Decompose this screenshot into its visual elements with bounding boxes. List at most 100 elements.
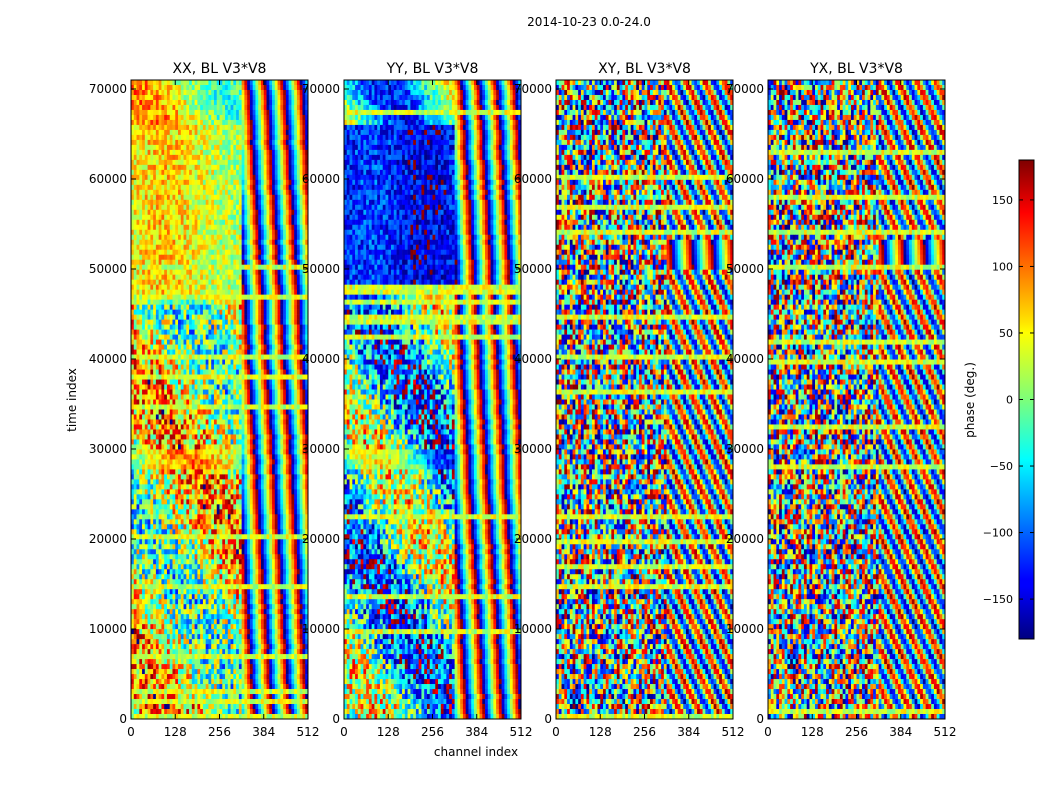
phase-cell: [272, 229, 276, 236]
phase-cell: [233, 324, 237, 330]
phase-cell: [305, 299, 308, 305]
phase-cell: [166, 224, 171, 231]
phase-cell: [197, 214, 201, 221]
phase-cell: [233, 464, 237, 470]
phase-cell: [252, 359, 256, 365]
phase-cell: [191, 119, 195, 126]
phase-cell: [139, 144, 143, 151]
phase-cell: [249, 299, 253, 305]
phase-cell: [202, 319, 206, 325]
phase-cell: [285, 419, 289, 425]
phase-cell: [222, 99, 226, 106]
phase-cell: [191, 319, 195, 325]
phase-cell: [305, 129, 308, 136]
phase-cell: [161, 429, 165, 435]
phase-cell: [222, 429, 226, 435]
phase-cell: [296, 224, 301, 231]
phase-cell: [244, 334, 248, 340]
phase-cell: [252, 194, 256, 201]
phase-cell: [222, 279, 226, 285]
phase-cell: [155, 294, 159, 300]
phase-cell: [280, 239, 284, 246]
phase-cell: [247, 199, 251, 206]
phase-cell: [260, 409, 265, 415]
phase-cell: [166, 239, 171, 246]
phase-cell: [302, 94, 306, 101]
phase-cell: [202, 334, 206, 340]
phase-cell: [241, 80, 245, 86]
phase-cell: [247, 454, 251, 460]
phase-cell: [230, 299, 234, 305]
phase-cell: [213, 99, 218, 106]
phase-cell: [302, 184, 306, 191]
phase-cell: [299, 339, 303, 345]
phase-cell: [205, 334, 209, 340]
phase-cell: [161, 134, 165, 141]
phase-cell: [150, 419, 154, 425]
phase-cell: [172, 174, 176, 181]
phase-cell: [208, 324, 212, 330]
phase-cell: [175, 429, 179, 435]
phase-cell: [147, 409, 151, 415]
phase-cell: [180, 344, 184, 350]
phase-cell: [191, 179, 195, 186]
phase-cell: [283, 134, 287, 141]
phase-cell: [211, 429, 215, 435]
phase-cell: [283, 274, 287, 280]
phase-cell: [213, 304, 218, 310]
phase-cell: [139, 244, 143, 251]
phase-cell: [211, 244, 215, 251]
phase-cell: [208, 144, 212, 151]
phase-cell: [291, 219, 295, 226]
phase-cell: [222, 124, 226, 131]
phase-cell: [302, 164, 306, 171]
phase-cell: [299, 89, 303, 96]
phase-cell: [302, 349, 306, 355]
phase-cell: [283, 144, 287, 151]
phase-cell: [285, 464, 289, 470]
phase-cell: [197, 464, 201, 470]
phase-cell: [166, 214, 171, 221]
phase-cell: [230, 199, 234, 206]
phase-cell: [241, 154, 245, 161]
phase-cell: [172, 249, 176, 256]
phase-cell: [272, 374, 276, 380]
phase-cell: [183, 124, 187, 131]
phase-cell: [150, 349, 154, 355]
phase-cell: [258, 449, 262, 455]
phase-cell: [249, 219, 253, 226]
phase-cell: [133, 249, 137, 256]
phase-cell: [263, 319, 267, 325]
phase-cell: [213, 299, 218, 305]
phase-cell: [169, 224, 173, 231]
phase-cell: [241, 289, 245, 295]
phase-cell: [158, 174, 162, 181]
phase-cell: [150, 264, 154, 270]
phase-cell: [280, 344, 284, 350]
phase-cell: [249, 369, 253, 375]
phase-cell: [285, 304, 289, 310]
phase-cell: [299, 104, 303, 111]
phase-cell: [172, 449, 176, 455]
phase-cell: [161, 314, 165, 320]
phase-cell: [186, 124, 190, 131]
phase-cell: [288, 279, 292, 285]
phase-cell: [230, 404, 234, 410]
phase-cell: [230, 174, 234, 181]
phase-cell: [191, 139, 195, 146]
phase-cell: [249, 189, 253, 196]
phase-cell: [266, 169, 270, 176]
phase-cell: [255, 369, 259, 375]
phase-cell: [244, 239, 248, 246]
phase-cell: [283, 80, 287, 86]
phase-cell: [219, 324, 223, 330]
phase-cell: [225, 349, 229, 355]
phase-cell: [260, 289, 265, 295]
phase-cell: [272, 209, 276, 216]
phase-cell: [178, 259, 182, 266]
phase-cell: [260, 374, 265, 380]
phase-cell: [288, 214, 292, 221]
phase-cell: [260, 104, 265, 111]
phase-cell: [166, 194, 171, 201]
phase-cell: [178, 324, 182, 330]
